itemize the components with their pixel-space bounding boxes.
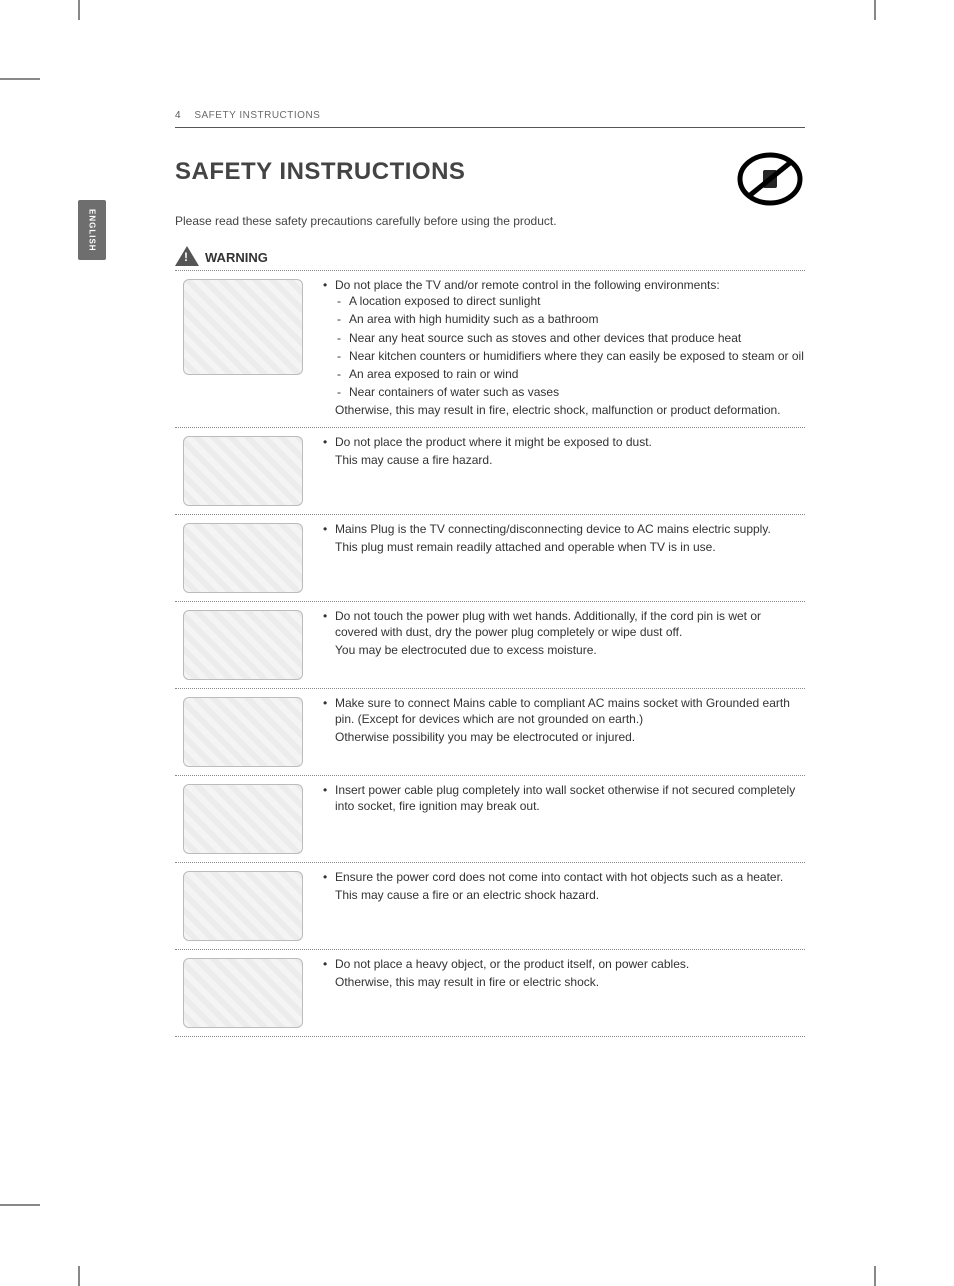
warning-subitem: An area with high humidity such as a bat… (335, 311, 805, 327)
warning-subitem: Near any heat source such as stoves and … (335, 330, 805, 346)
warning-text: Do not touch the power plug with wet han… (321, 608, 805, 680)
warning-text: Make sure to connect Mains cable to comp… (321, 695, 805, 767)
warning-illustration (183, 279, 303, 375)
warning-illustration (183, 523, 303, 593)
warning-lead: Make sure to connect Mains cable to comp… (321, 695, 805, 727)
warning-subitem: Near containers of water such as vases (335, 384, 805, 400)
warning-row: Do not place the product where it might … (175, 428, 805, 515)
warning-row: Mains Plug is the TV connecting/disconne… (175, 515, 805, 602)
running-header-text: SAFETY INSTRUCTIONS (194, 110, 320, 121)
warning-lead: Ensure the power cord does not come into… (321, 869, 805, 885)
crop-mark (0, 78, 40, 80)
warning-text: Do not place a heavy object, or the prod… (321, 956, 805, 1028)
warning-text: Mains Plug is the TV connecting/disconne… (321, 521, 805, 593)
warning-illustration (183, 958, 303, 1028)
warning-subitem: An area exposed to rain or wind (335, 366, 805, 382)
page-content: 4 SAFETY INSTRUCTIONS SAFETY INSTRUCTION… (175, 110, 805, 1037)
warning-row: Make sure to connect Mains cable to comp… (175, 689, 805, 776)
warning-text: Ensure the power cord does not come into… (321, 869, 805, 941)
warning-label: WARNING (205, 250, 268, 266)
warning-row: Do not place a heavy object, or the prod… (175, 950, 805, 1037)
crop-mark (0, 1204, 40, 1206)
warning-lead: Do not touch the power plug with wet han… (321, 608, 805, 640)
warning-tail: This may cause a fire or an electric sho… (321, 887, 805, 903)
language-tab: ENGLISH (78, 200, 106, 260)
warning-lead: Insert power cable plug completely into … (321, 782, 805, 814)
warning-lead: Mains Plug is the TV connecting/disconne… (321, 521, 805, 537)
warning-tail: This may cause a fire hazard. (321, 452, 805, 468)
warning-row: Do not touch the power plug with wet han… (175, 602, 805, 689)
warning-list: Do not place the TV and/or remote contro… (175, 271, 805, 1037)
warning-text: Insert power cable plug completely into … (321, 782, 805, 854)
running-header: 4 SAFETY INSTRUCTIONS (175, 110, 805, 128)
crop-mark (874, 0, 876, 20)
warning-subitem: A location exposed to direct sunlight (335, 293, 805, 309)
warning-lead: Do not place the TV and/or remote contro… (321, 277, 805, 400)
warning-lead: Do not place the product where it might … (321, 434, 805, 450)
page-number: 4 (175, 110, 181, 121)
warning-row: Do not place the TV and/or remote contro… (175, 271, 805, 428)
crop-mark (78, 1266, 80, 1286)
warning-illustration (183, 610, 303, 680)
warning-subitem: Near kitchen counters or humidifiers whe… (335, 348, 805, 364)
warning-tail: Otherwise possibility you may be electro… (321, 729, 805, 745)
warning-tail: Otherwise, this may result in fire, elec… (321, 402, 805, 418)
crop-mark (78, 0, 80, 20)
page-title: SAFETY INSTRUCTIONS (175, 158, 805, 186)
warning-heading: WARNING (175, 246, 805, 266)
warning-text: Do not place the product where it might … (321, 434, 805, 506)
warning-illustration (183, 871, 303, 941)
warning-illustration (183, 784, 303, 854)
do-not-touch-icon (735, 152, 805, 206)
warning-row: Ensure the power cord does not come into… (175, 863, 805, 950)
warning-illustration (183, 697, 303, 767)
warning-text: Do not place the TV and/or remote contro… (321, 277, 805, 419)
warning-tail: This plug must remain readily attached a… (321, 539, 805, 555)
crop-mark (874, 1266, 876, 1286)
warning-triangle-icon (175, 246, 199, 266)
warning-illustration (183, 436, 303, 506)
warning-row: Insert power cable plug completely into … (175, 776, 805, 863)
intro-text: Please read these safety precautions car… (175, 214, 805, 228)
warning-lead: Do not place a heavy object, or the prod… (321, 956, 805, 972)
warning-tail: Otherwise, this may result in fire or el… (321, 974, 805, 990)
warning-tail: You may be electrocuted due to excess mo… (321, 642, 805, 658)
